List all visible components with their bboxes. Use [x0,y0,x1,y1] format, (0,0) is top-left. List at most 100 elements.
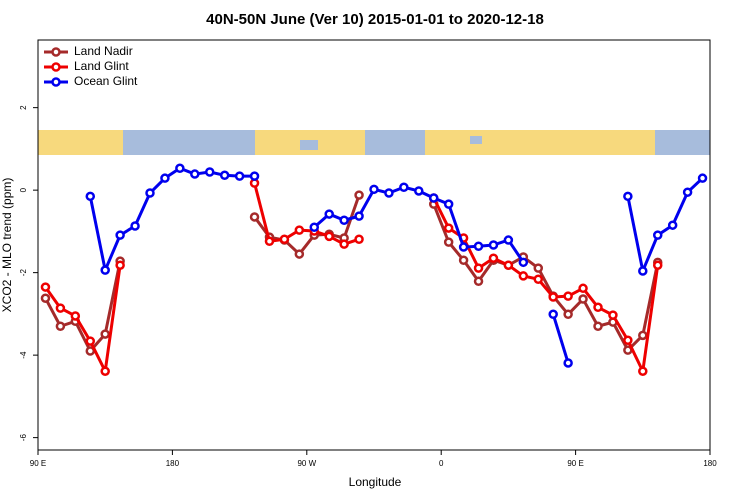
data-point [190,169,200,179]
data-point [354,234,364,244]
map-strip [38,130,710,155]
data-point [234,171,245,181]
data-point [309,222,320,233]
data-point [473,263,484,273]
data-point [294,225,305,235]
data-point [40,282,51,292]
data-point [623,335,633,346]
data-point [294,249,305,259]
data-point [652,230,663,240]
data-point [100,366,110,376]
data-point [578,294,588,304]
y-axis-label: XCO2 - MLO trend (ppm) [0,178,14,313]
data-point [533,263,544,273]
data-point [264,236,275,247]
data-point [384,188,394,198]
data-point [249,212,260,222]
x-tick-label: 0 [439,459,444,468]
data-point [638,366,648,376]
data-point [563,309,573,320]
data-point [354,211,364,221]
data-point [443,199,454,209]
x-tick-label: 180 [166,459,180,468]
x-tick-label: 180 [703,459,717,468]
data-point [324,231,334,242]
y-tick-label: 0 [19,187,28,192]
data-point [652,260,663,270]
data-point [697,173,708,183]
data-point [593,321,603,332]
data-point [518,257,529,268]
data-point [85,191,96,202]
data-point [623,191,633,202]
data-point [638,330,648,341]
legend-label: Land Nadir [74,44,133,58]
data-point [503,235,514,245]
data-point [458,255,469,266]
data-point [219,170,230,181]
data-point [279,234,290,244]
data-point [70,311,81,321]
data-point [563,291,573,301]
data-point [682,187,693,197]
x-tick-label: 90 W [297,459,316,468]
series-line [88,166,704,364]
plot-frame [37,39,711,451]
data-point [563,358,573,368]
y-tick-label: -6 [19,434,28,442]
data-point [100,329,110,339]
data-point [638,266,648,276]
data-point [428,193,439,203]
data-point [204,167,215,177]
data-point [324,209,334,219]
data-point [488,253,499,263]
x-axis-label: Longitude [349,475,402,489]
data-point [115,230,125,240]
data-point [249,171,260,181]
legend-marker [51,62,61,72]
legend-marker [51,77,61,87]
legend-marker [51,47,61,57]
data-point [40,293,51,303]
data-point [55,321,66,332]
data-point [473,276,484,287]
data-point [458,242,469,252]
legend-label: Ocean Glint [74,74,138,88]
data-point [548,309,558,320]
y-tick-label: -2 [19,269,28,277]
data-point [667,220,678,230]
data-point [175,163,185,174]
data-point [548,292,558,302]
x-tick-label: 90 E [30,459,46,468]
data-point [339,239,349,249]
data-point [578,283,588,294]
x-tick-label: 90 E [567,459,583,468]
series-line [44,182,660,373]
y-tick-label: -4 [19,351,28,359]
data-point [55,303,66,313]
data-point [85,336,96,346]
data-point [100,265,110,275]
data-point [399,182,409,193]
data-point [354,190,364,200]
data-point [488,240,499,250]
data-point [115,260,125,270]
data-point [473,241,484,251]
data-point [130,221,140,231]
data-point [414,186,424,196]
data-point [443,223,454,233]
data-point [518,271,529,281]
data-point [503,260,514,270]
data-point [533,274,544,284]
legend-label: Land Glint [74,59,129,73]
data-point [608,310,618,320]
data-point [369,184,379,195]
data-point [443,237,454,247]
data-point [160,173,170,183]
data-point [145,188,155,198]
y-tick-label: 2 [19,105,28,110]
data-point [339,215,349,226]
chart-title: 40N-50N June (Ver 10) 2015-01-01 to 2020… [206,11,544,28]
data-point [593,302,603,313]
